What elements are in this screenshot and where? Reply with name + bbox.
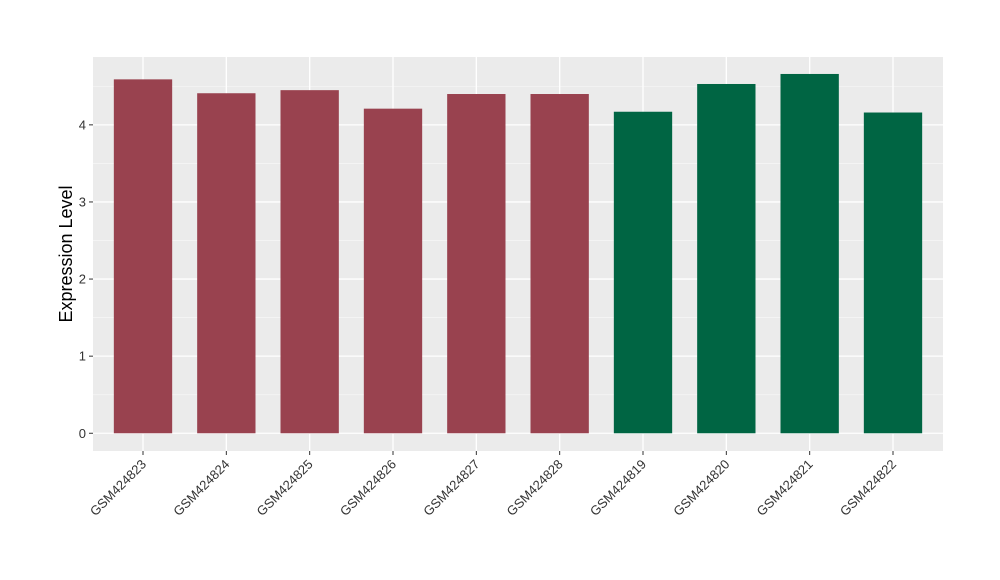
x-tick-label: GSM424827 xyxy=(420,457,482,519)
bar-gsm424828 xyxy=(530,94,589,434)
x-tick-label: GSM424821 xyxy=(754,457,816,519)
x-tick-label: GSM424828 xyxy=(504,457,566,519)
bar-gsm424821 xyxy=(780,73,839,434)
bar-gsm424824 xyxy=(197,93,256,434)
bar-gsm424820 xyxy=(697,83,756,434)
x-axis-ticks: GSM424823 GSM424824 GSM424825 GSM424826 GSM4… xyxy=(87,451,899,519)
y-tick-label: 3 xyxy=(79,194,86,209)
x-tick-label: GSM424824 xyxy=(170,457,232,519)
bar-gsm424825 xyxy=(280,90,339,434)
y-tick-label: 0 xyxy=(79,426,86,441)
bar-gsm424823 xyxy=(113,79,173,434)
x-tick-label: GSM424826 xyxy=(337,457,399,519)
y-tick-label: 4 xyxy=(79,117,86,132)
bar-gsm424822 xyxy=(863,112,923,434)
x-tick-label: GSM424819 xyxy=(587,457,649,519)
y-axis-ticks: 0 1 2 3 4 xyxy=(79,117,93,441)
x-tick-label: GSM424820 xyxy=(670,457,732,519)
bar-gsm424827 xyxy=(447,94,506,434)
x-tick-label: GSM424823 xyxy=(87,457,149,519)
y-tick-label: 2 xyxy=(79,272,86,287)
bars xyxy=(113,73,923,434)
bar-gsm424826 xyxy=(363,108,423,434)
y-tick-label: 1 xyxy=(79,349,86,364)
bar-gsm424819 xyxy=(613,111,673,434)
x-tick-label: GSM424825 xyxy=(254,457,316,519)
x-tick-label: GSM424822 xyxy=(837,457,899,519)
y-axis-title: Expression Level xyxy=(56,185,76,322)
